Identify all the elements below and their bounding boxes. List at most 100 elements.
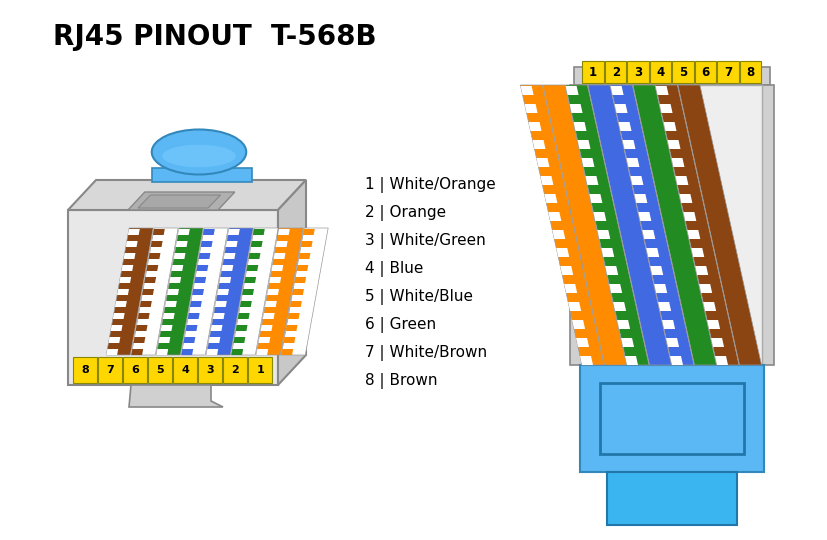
Polygon shape <box>629 176 643 185</box>
Polygon shape <box>616 320 629 329</box>
Polygon shape <box>231 349 243 355</box>
Polygon shape <box>151 241 162 247</box>
FancyBboxPatch shape <box>600 383 743 454</box>
Polygon shape <box>571 320 585 329</box>
Polygon shape <box>622 140 634 149</box>
Polygon shape <box>653 284 667 293</box>
Polygon shape <box>111 325 122 331</box>
Text: RJ45 PINOUT  T-568B: RJ45 PINOUT T-568B <box>53 23 376 51</box>
Polygon shape <box>227 229 240 235</box>
Polygon shape <box>278 229 289 235</box>
FancyBboxPatch shape <box>627 61 648 83</box>
FancyBboxPatch shape <box>605 61 626 83</box>
Polygon shape <box>226 241 237 247</box>
Polygon shape <box>175 241 188 247</box>
Polygon shape <box>213 313 224 319</box>
Polygon shape <box>122 265 133 271</box>
Polygon shape <box>108 337 120 343</box>
Polygon shape <box>256 228 303 355</box>
Polygon shape <box>219 277 231 283</box>
Polygon shape <box>675 176 687 185</box>
FancyBboxPatch shape <box>581 85 761 365</box>
Polygon shape <box>642 230 654 239</box>
Text: 1: 1 <box>589 65 596 78</box>
Polygon shape <box>126 241 137 247</box>
FancyBboxPatch shape <box>582 61 603 83</box>
Polygon shape <box>140 301 151 307</box>
Polygon shape <box>262 313 275 319</box>
Polygon shape <box>695 266 707 275</box>
Polygon shape <box>68 180 306 210</box>
Polygon shape <box>184 337 195 343</box>
Text: 2: 2 <box>232 365 239 375</box>
Polygon shape <box>281 349 293 355</box>
Polygon shape <box>662 320 674 329</box>
Polygon shape <box>278 313 295 330</box>
Text: 6: 6 <box>700 65 709 78</box>
Polygon shape <box>560 266 572 275</box>
Polygon shape <box>252 229 265 235</box>
Polygon shape <box>127 229 140 235</box>
Text: 5 | White/Blue: 5 | White/Blue <box>365 289 472 305</box>
FancyBboxPatch shape <box>174 357 197 383</box>
Polygon shape <box>156 228 203 355</box>
Polygon shape <box>702 302 715 311</box>
Polygon shape <box>158 337 170 343</box>
FancyBboxPatch shape <box>248 357 272 383</box>
Polygon shape <box>576 140 590 149</box>
Polygon shape <box>251 241 262 247</box>
Polygon shape <box>137 313 150 319</box>
Polygon shape <box>265 301 276 307</box>
Polygon shape <box>241 289 254 295</box>
Polygon shape <box>271 265 283 271</box>
Polygon shape <box>657 302 671 311</box>
FancyBboxPatch shape <box>606 472 736 525</box>
Text: 6: 6 <box>131 365 139 375</box>
FancyBboxPatch shape <box>649 61 671 83</box>
Polygon shape <box>144 277 156 283</box>
Polygon shape <box>281 228 327 355</box>
Polygon shape <box>587 85 671 365</box>
Polygon shape <box>278 180 306 385</box>
Polygon shape <box>273 253 285 259</box>
Polygon shape <box>646 248 658 257</box>
Polygon shape <box>292 289 304 295</box>
FancyBboxPatch shape <box>223 357 246 383</box>
Text: 8 | Brown: 8 | Brown <box>365 373 437 389</box>
Polygon shape <box>133 337 146 343</box>
Polygon shape <box>244 277 256 283</box>
Polygon shape <box>620 338 633 347</box>
Polygon shape <box>609 86 623 95</box>
Polygon shape <box>142 289 154 295</box>
Polygon shape <box>267 289 279 295</box>
Text: 2 | Orange: 2 | Orange <box>365 205 446 221</box>
Polygon shape <box>605 266 618 275</box>
Polygon shape <box>119 277 131 283</box>
Polygon shape <box>536 158 549 167</box>
Polygon shape <box>160 325 172 331</box>
Polygon shape <box>581 158 594 167</box>
Polygon shape <box>520 86 533 95</box>
Polygon shape <box>303 229 314 235</box>
Polygon shape <box>221 265 233 271</box>
Polygon shape <box>283 337 295 343</box>
Ellipse shape <box>162 145 236 167</box>
Polygon shape <box>567 302 581 311</box>
Text: 4: 4 <box>656 65 664 78</box>
FancyBboxPatch shape <box>694 61 715 83</box>
Polygon shape <box>288 313 299 319</box>
Polygon shape <box>706 320 719 329</box>
Polygon shape <box>131 349 143 355</box>
Polygon shape <box>543 85 626 365</box>
Polygon shape <box>256 349 268 355</box>
Polygon shape <box>178 229 189 235</box>
FancyBboxPatch shape <box>123 357 147 383</box>
Polygon shape <box>638 212 651 221</box>
Text: 8: 8 <box>82 365 89 375</box>
Polygon shape <box>210 325 222 331</box>
Polygon shape <box>146 265 158 271</box>
Polygon shape <box>300 241 313 247</box>
Polygon shape <box>580 356 592 365</box>
FancyBboxPatch shape <box>761 85 773 365</box>
Polygon shape <box>275 241 287 247</box>
